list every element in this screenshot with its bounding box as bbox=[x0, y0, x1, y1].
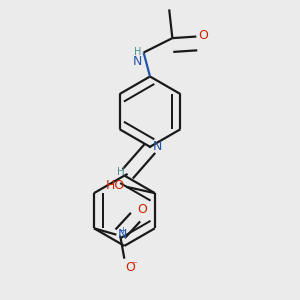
Text: +: + bbox=[120, 226, 127, 235]
Text: O: O bbox=[126, 261, 136, 274]
Text: N: N bbox=[153, 140, 163, 153]
Text: N: N bbox=[118, 228, 127, 241]
Text: O: O bbox=[137, 202, 147, 215]
Text: O: O bbox=[198, 29, 208, 42]
Text: ⁻: ⁻ bbox=[131, 260, 137, 270]
Text: N: N bbox=[133, 55, 142, 68]
Text: H: H bbox=[134, 47, 141, 57]
Text: HO: HO bbox=[105, 179, 124, 192]
Text: H: H bbox=[117, 167, 124, 177]
